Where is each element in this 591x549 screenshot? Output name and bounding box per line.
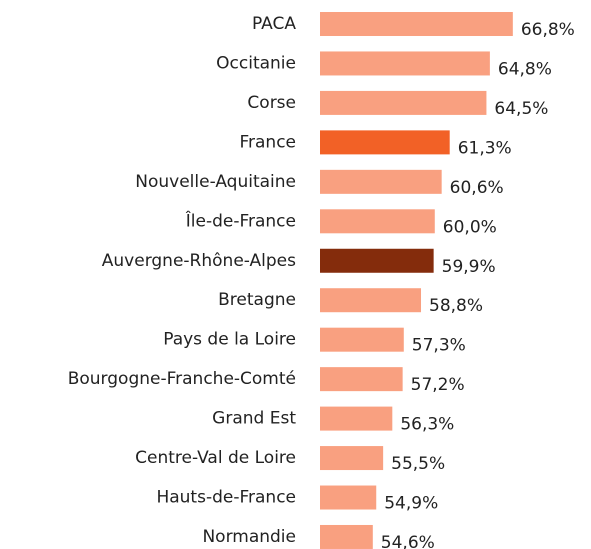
category-label: Bourgogne-Franche-Comté [68,369,296,389]
bar [320,12,513,36]
bar [320,169,442,194]
category-label: Grand Est [212,409,296,429]
bar [320,209,435,234]
bar [320,327,404,352]
bar [320,406,393,431]
category-label: Normandie [202,527,296,547]
category-label: Corse [247,93,296,113]
value-label: 66,8% [521,20,575,40]
value-label: 54,6% [381,533,435,549]
value-label: 54,9% [384,494,438,514]
category-label: France [239,132,296,152]
category-label: PACA [252,14,296,34]
bar [320,130,450,155]
value-label: 57,3% [412,336,466,356]
category-label: Pays de la Loire [163,330,296,350]
category-label: Centre-Val de Loire [135,448,296,468]
category-label: Bretagne [218,290,296,310]
bar [320,248,434,273]
value-label: 60,0% [443,217,497,237]
value-label: 57,2% [411,375,465,395]
category-label: Hauts-de-France [156,488,296,508]
category-label: Auvergne-Rhône-Alpes [102,251,296,271]
value-label: 56,3% [400,415,454,435]
category-label: Nouvelle-Aquitaine [135,172,296,192]
value-label: 55,5% [391,454,445,474]
bar [320,51,490,76]
value-label: 58,8% [429,296,483,316]
bar [320,524,373,549]
bar [320,446,384,471]
bar [320,367,403,392]
category-label: Île-de-France [185,209,296,231]
bar [320,90,487,115]
value-label: 60,6% [450,178,504,198]
bar [320,485,377,510]
value-label: 61,3% [458,138,512,158]
value-label: 64,8% [498,59,552,79]
category-label: Occitanie [216,53,296,73]
bar [320,288,422,313]
value-label: 64,5% [494,99,548,119]
value-label: 59,9% [442,257,496,277]
